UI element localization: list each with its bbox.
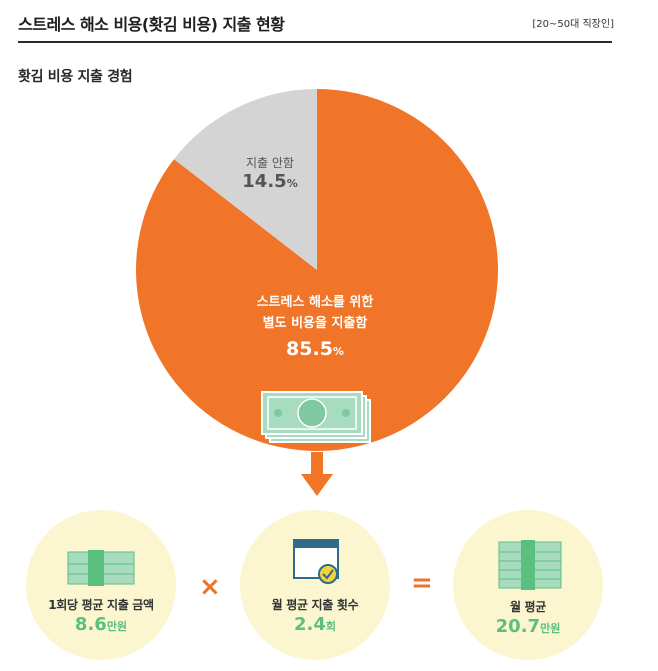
multiply-operator: × [199, 572, 221, 602]
cash-tall-stack-icon [498, 540, 562, 590]
slice-label-spend: 스트레스 해소를 위한 별도 비용을 지출함 85.5% [220, 292, 410, 360]
stat-monthly-count-value: 2.4회 [293, 614, 336, 635]
calendar-check-icon [293, 539, 339, 584]
down-arrow-icon [301, 452, 333, 496]
slice-label-no-spend: 지출 안함 14.5% [230, 154, 310, 192]
equals-operator: = [411, 568, 433, 598]
pie-slice-1 [173, 89, 317, 270]
target-group-tag: [20~50대 직장인] [532, 19, 614, 30]
stat-monthly-avg-label: 월 평균 [509, 600, 547, 614]
page-title: 스트레스 해소 비용(홧김 비용) 지출 현황 [18, 15, 285, 34]
stat-per-time: 1회당 평균 지출 금액 8.6만원 [26, 510, 176, 660]
stat-monthly-avg-value: 20.7만원 [495, 616, 561, 637]
cash-stack-icon [67, 550, 135, 586]
slice-label-no-spend-text: 지출 안함 [246, 156, 294, 170]
chart-subtitle: 홧김 비용 지출 경험 [18, 69, 133, 85]
slice-label-spend-line2: 별도 비용을 지출함 [262, 316, 368, 331]
slice-label-no-spend-value: 14.5% [242, 171, 298, 192]
stat-monthly-count-label: 월 평균 지출 횟수 [271, 598, 359, 612]
slice-label-spend-line1: 스트레스 해소를 위한 [256, 295, 374, 310]
money-bills-icon [261, 391, 371, 443]
stat-per-time-value: 8.6만원 [74, 614, 128, 635]
title-divider [18, 41, 612, 43]
slice-label-spend-value: 85.5% [286, 338, 344, 360]
stat-monthly-count: 월 평균 지출 횟수 2.4회 [240, 510, 390, 660]
stat-monthly-avg: 월 평균 20.7만원 [453, 510, 603, 660]
stat-per-time-label: 1회당 평균 지출 금액 [48, 598, 154, 612]
